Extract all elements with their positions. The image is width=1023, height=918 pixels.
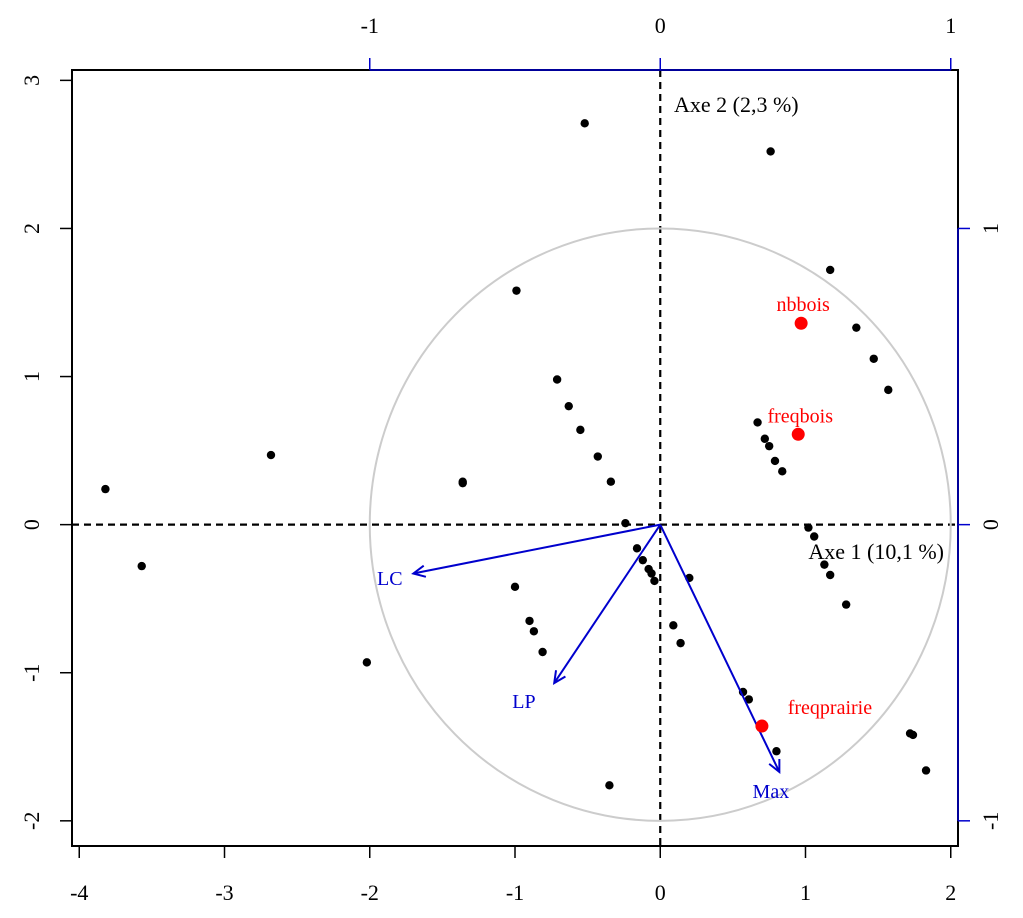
- x-tick-label: -1: [506, 880, 524, 905]
- data-point: [552, 375, 562, 384]
- data-point: [529, 627, 539, 636]
- sup-point-freqbois: [791, 427, 805, 441]
- top-tick-label: 0: [655, 13, 666, 38]
- data-point: [884, 385, 893, 395]
- right-tick-label: -1: [978, 812, 1003, 830]
- top-tick-label: 1: [945, 13, 956, 38]
- data-point: [538, 647, 547, 657]
- data-point: [576, 425, 585, 435]
- x-tick-label: 2: [945, 880, 956, 905]
- data-point: [852, 323, 861, 332]
- data-point: [908, 730, 918, 740]
- data-point: [770, 456, 780, 466]
- sup-point-nbbois: [794, 316, 808, 330]
- data-point: [605, 781, 614, 790]
- data-point: [820, 560, 829, 569]
- plot-frame: [71, 69, 959, 847]
- data-point: [593, 452, 602, 461]
- vector-max-line: [659, 524, 781, 773]
- data-point: [564, 401, 573, 411]
- vector-lc-label: LC: [377, 568, 403, 590]
- data-point: [266, 450, 276, 460]
- data-point: [647, 569, 656, 578]
- data-point: [458, 478, 467, 488]
- y-tick-label: 2: [19, 223, 44, 234]
- x-tick-label: 0: [655, 880, 666, 905]
- vector-lc-arrowhead: [411, 564, 427, 578]
- y-tick-label: 1: [19, 371, 44, 382]
- vector-lp-arrowhead: [552, 670, 566, 686]
- data-point: [760, 434, 770, 443]
- data-point: [772, 747, 781, 756]
- sup-label-nbbois: nbbois: [776, 294, 830, 316]
- data-point: [921, 766, 931, 775]
- data-point: [510, 582, 520, 592]
- data-point: [869, 354, 878, 363]
- data-point: [766, 147, 775, 156]
- data-point: [525, 616, 534, 626]
- right-tick-label: 0: [978, 519, 1003, 530]
- data-point: [632, 544, 642, 553]
- data-point: [841, 600, 851, 609]
- data-point: [825, 570, 835, 580]
- y-tick-label: 3: [19, 75, 44, 86]
- y-tick-label: -2: [19, 812, 44, 830]
- vector-max-label: Max: [753, 781, 790, 803]
- top-tick-label: -1: [361, 13, 379, 38]
- axis2-title: Axe 2 (2,3 %): [674, 92, 799, 117]
- sup-label-freqprairie: freqprairie: [788, 697, 873, 719]
- sup-label-freqbois: freqbois: [767, 405, 833, 427]
- data-point: [753, 418, 762, 427]
- data-point: [676, 638, 685, 648]
- data-point: [606, 477, 616, 486]
- correlation-circle: [368, 227, 952, 822]
- x-tick-label: -2: [361, 880, 379, 905]
- data-point: [137, 561, 146, 571]
- data-point: [744, 695, 754, 704]
- x-tick-label: -4: [70, 880, 88, 905]
- data-point: [778, 467, 787, 476]
- right-tick-label: 1: [978, 223, 1003, 234]
- data-point: [650, 576, 659, 586]
- data-point: [669, 621, 678, 630]
- data-point: [764, 441, 774, 451]
- vector-max-arrowhead: [768, 758, 781, 775]
- x-tick-label: 1: [800, 880, 811, 905]
- vector-lp-label: LP: [512, 691, 535, 713]
- y-tick-label: 0: [19, 519, 44, 530]
- x-tick-label: -3: [215, 880, 233, 905]
- axis1-title: Axe 1 (10,1 %): [808, 539, 944, 564]
- data-point: [810, 532, 819, 541]
- data-point: [825, 265, 835, 275]
- vector-lc-line: [413, 523, 661, 575]
- data-point: [621, 518, 630, 528]
- data-point: [512, 286, 521, 295]
- data-point: [101, 484, 110, 494]
- sup-point-freqprairie: [755, 719, 769, 733]
- data-point: [638, 555, 648, 565]
- data-point: [804, 523, 813, 532]
- y-tick-label: -1: [19, 664, 44, 682]
- data-point: [362, 658, 372, 667]
- data-point: [580, 119, 589, 128]
- vector-lp-line: [553, 524, 662, 684]
